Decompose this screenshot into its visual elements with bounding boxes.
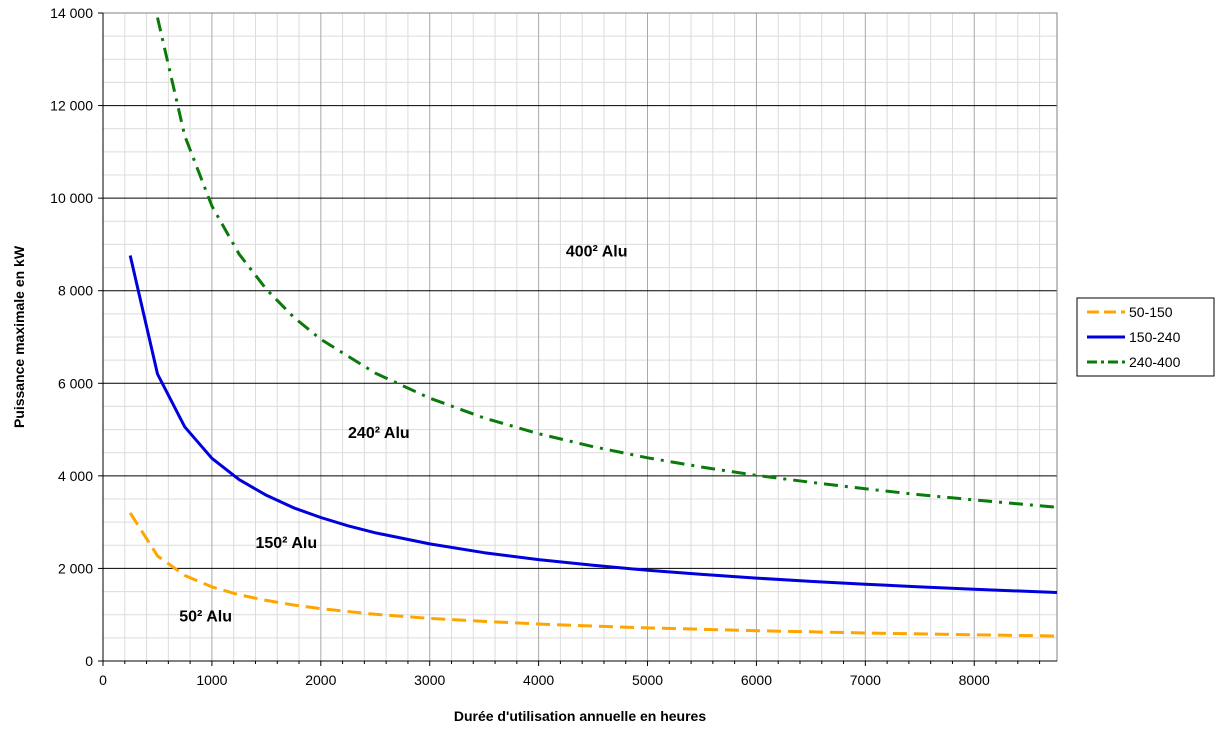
x-tick-label: 6000 <box>741 672 772 688</box>
annotation-label: 50² Alu <box>179 609 232 626</box>
x-tick-label: 7000 <box>850 672 881 688</box>
annotation-label: 400² Alu <box>566 243 628 260</box>
minor-grid <box>103 13 1057 661</box>
axes <box>98 12 1057 666</box>
x-tick-label: 8000 <box>959 672 990 688</box>
legend-label: 240-400 <box>1129 354 1181 370</box>
y-tick-label: 10 000 <box>50 190 93 206</box>
x-tick-label: 5000 <box>632 672 663 688</box>
legend-label: 50-150 <box>1129 304 1173 320</box>
y-tick-label: 8 000 <box>58 283 93 299</box>
series-line-240-400 <box>156 17 1058 509</box>
y-axis-title: Puissance maximale en kW <box>11 245 27 428</box>
y-tick-label: 12 000 <box>50 98 93 114</box>
y-tick-label: 2 000 <box>58 560 93 576</box>
annotation-label: 150² Alu <box>255 535 317 552</box>
annotations: 400² Alu 240² Alu 150² Alu 50² Alu <box>179 243 627 625</box>
y-tick-label: 14 000 <box>50 5 93 21</box>
x-tick-label: 2000 <box>305 672 336 688</box>
series-layer <box>128 17 1058 638</box>
x-tick-label: 4000 <box>523 672 554 688</box>
x-tick-label: 1000 <box>196 672 227 688</box>
major-grid <box>103 12 1057 661</box>
x-tick-label: 0 <box>99 672 107 688</box>
y-tick-label: 4 000 <box>58 468 93 484</box>
legend: 50-150 150-240 240-400 <box>1076 297 1215 377</box>
series-line-150-240 <box>128 255 1058 594</box>
y-tick-label: 0 <box>85 653 93 669</box>
annotation-label: 240² Alu <box>348 425 410 442</box>
x-tick-label: 3000 <box>414 672 445 688</box>
series-line-50-150 <box>128 512 1058 638</box>
legend-label: 150-240 <box>1129 329 1181 345</box>
tick-labels: 0 1000 2000 3000 4000 5000 6000 7000 8000 0 2 000 4… <box>50 5 990 688</box>
y-tick-label: 6 000 <box>58 375 93 391</box>
x-axis-title: Durée d'utilisation annuelle en heures <box>454 708 706 724</box>
